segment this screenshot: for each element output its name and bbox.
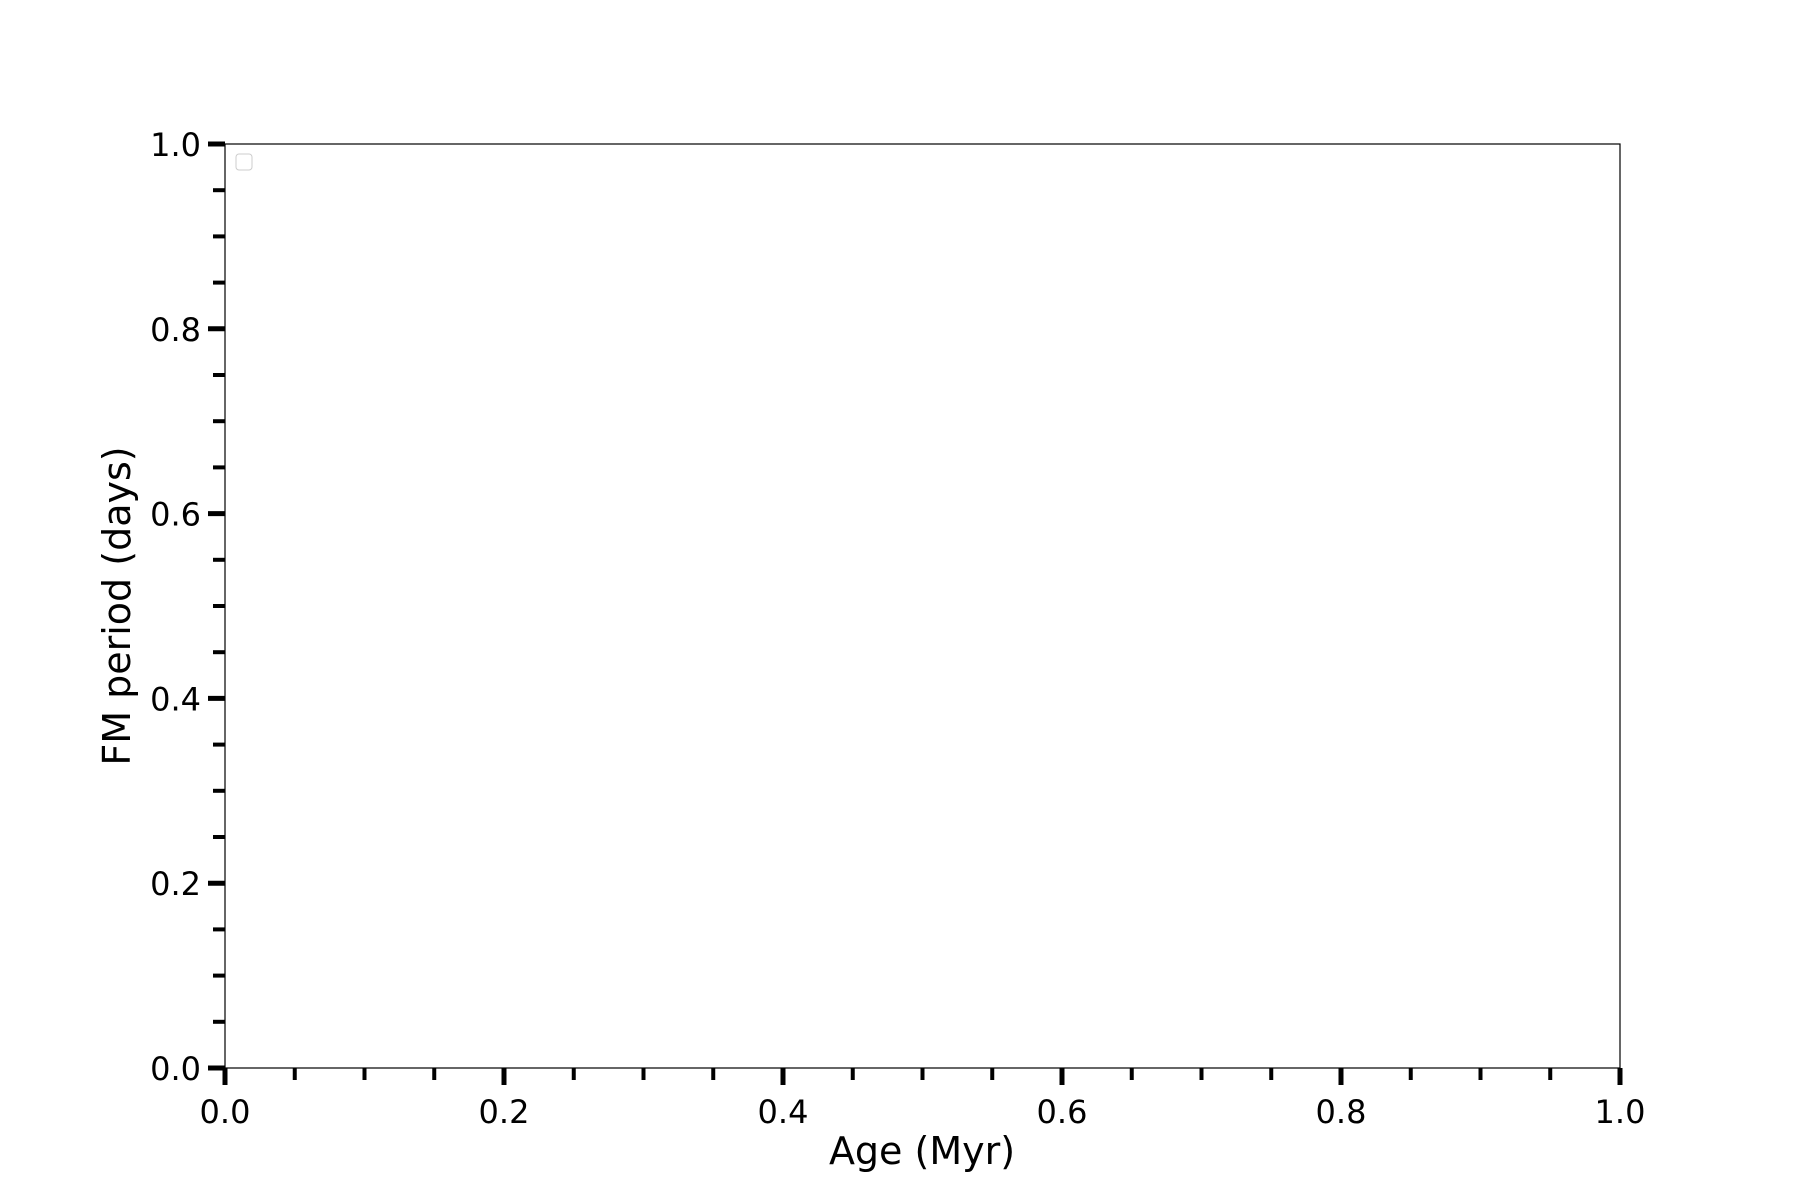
y-tick-label: 0.4 <box>150 680 201 718</box>
x-tick-label: 0.2 <box>479 1093 530 1131</box>
x-axis-label: Age (Myr) <box>829 1129 1015 1173</box>
x-tick-label: 0.6 <box>1037 1093 1088 1131</box>
legend-box <box>235 153 253 171</box>
x-tick-label: 0.8 <box>1316 1093 1367 1131</box>
x-tick-label: 0.0 <box>200 1093 251 1131</box>
y-tick-label: 0.2 <box>150 865 201 903</box>
plot-area <box>224 143 1621 1069</box>
x-tick-label: 0.4 <box>758 1093 809 1131</box>
y-tick-label: 0.6 <box>150 496 201 534</box>
x-tick-label: 1.0 <box>1595 1093 1646 1131</box>
y-axis-label: FM period (days) <box>95 446 139 765</box>
y-tick-label: 0.8 <box>150 311 201 349</box>
y-tick-label: 0.0 <box>150 1050 201 1088</box>
y-tick-label: 1.0 <box>150 126 201 164</box>
